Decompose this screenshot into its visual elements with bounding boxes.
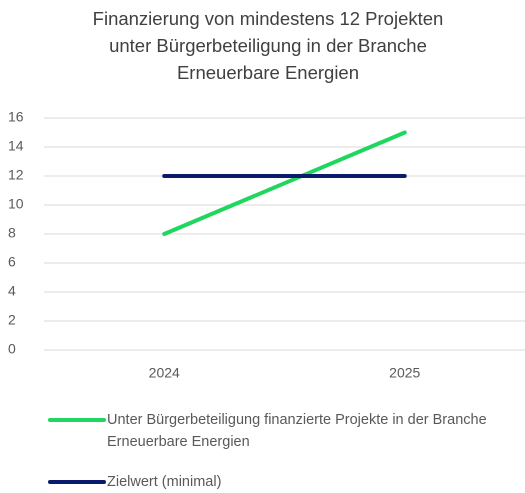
y-tick-label: 2 bbox=[8, 312, 16, 328]
legend-label: Zielwert (minimal) bbox=[107, 474, 222, 490]
y-tick-label: 6 bbox=[8, 254, 16, 270]
y-tick-label: 10 bbox=[8, 196, 24, 212]
y-tick-label: 4 bbox=[8, 283, 16, 299]
legend-label: Unter Bürgerbeteiligung finanzierte Proj… bbox=[107, 412, 487, 450]
y-tick-label: 14 bbox=[8, 138, 24, 154]
x-tick-label: 2024 bbox=[149, 365, 180, 381]
chart-title: unter Bürgerbeteiligung in der Branche bbox=[109, 35, 427, 56]
y-tick-label: 16 bbox=[8, 109, 24, 125]
chart-title: Finanzierung von mindestens 12 Projekten bbox=[93, 8, 444, 29]
y-tick-label: 8 bbox=[8, 225, 16, 241]
chart-title: Erneuerbare Energien bbox=[177, 62, 359, 83]
y-tick-label: 0 bbox=[8, 341, 16, 357]
x-tick-label: 2025 bbox=[389, 365, 420, 381]
series-line bbox=[162, 130, 407, 236]
y-tick-label: 12 bbox=[8, 167, 24, 183]
